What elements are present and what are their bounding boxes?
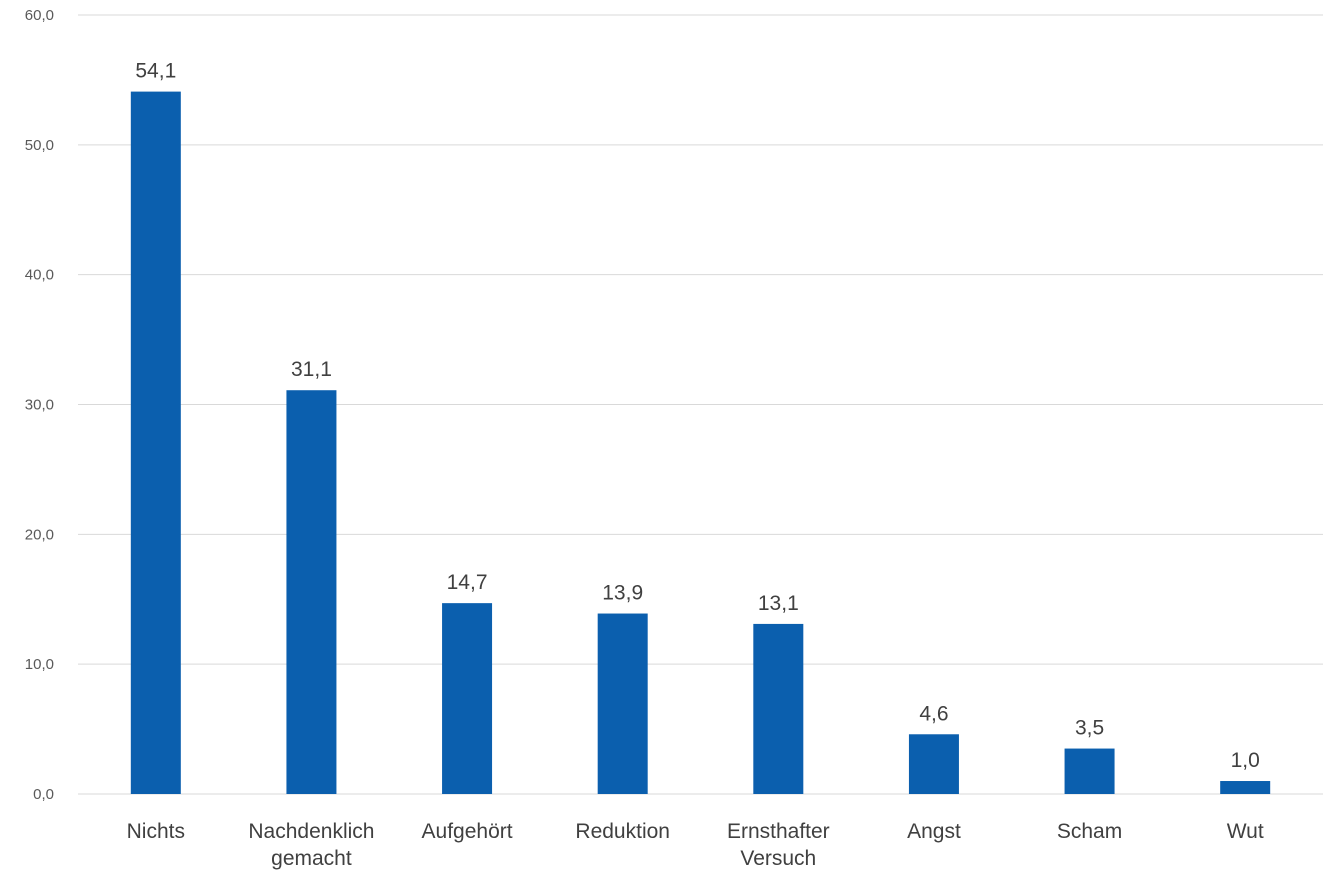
x-axis-ticks: Nichts Nachdenklich gemacht Aufgehört Redukt… xyxy=(127,820,1264,870)
x-tick-label: Reduktion xyxy=(575,820,670,843)
x-tick-label: Nachdenklich gemacht xyxy=(248,820,374,870)
x-tick-label: Scham xyxy=(1057,820,1122,843)
data-label: 4,6 xyxy=(919,702,948,725)
bars xyxy=(130,91,1271,794)
x-tick-label-line: gemacht xyxy=(271,847,352,870)
x-tick-label-line: Nichts xyxy=(127,820,185,843)
x-tick-label-line: Reduktion xyxy=(575,820,670,843)
y-tick-label: 40,0 xyxy=(25,267,54,284)
x-tick-label-line: Scham xyxy=(1057,820,1122,843)
bar xyxy=(753,623,804,794)
data-label: 13,9 xyxy=(602,582,643,605)
x-tick-label: Angst xyxy=(907,820,961,843)
bar xyxy=(286,390,337,794)
bar xyxy=(130,91,181,794)
data-label: 1,0 xyxy=(1231,749,1260,772)
bar xyxy=(1064,748,1115,794)
y-tick-label: 10,0 xyxy=(25,656,54,673)
bar xyxy=(597,613,648,794)
y-tick-label: 30,0 xyxy=(25,397,54,414)
bar xyxy=(442,603,493,794)
x-tick-label-line: Wut xyxy=(1227,820,1264,843)
y-axis-ticks: 0,0 10,0 20,0 30,0 40,0 50,0 60,0 xyxy=(25,7,54,803)
bar xyxy=(1220,781,1271,794)
x-tick-label: Aufgehört xyxy=(422,820,513,843)
data-label: 31,1 xyxy=(291,358,332,381)
y-tick-label: 60,0 xyxy=(25,7,54,24)
y-tick-label: 20,0 xyxy=(25,526,54,543)
data-label: 3,5 xyxy=(1075,717,1104,740)
y-tick-label: 0,0 xyxy=(33,786,54,803)
x-tick-label-line: Versuch xyxy=(740,847,816,870)
x-tick-label-line: Aufgehört xyxy=(422,820,513,843)
x-tick-label: Wut xyxy=(1227,820,1264,843)
x-tick-label: Ernsthafter Versuch xyxy=(727,820,830,870)
data-label: 13,1 xyxy=(758,592,799,615)
x-tick-label-line: Ernsthafter xyxy=(727,820,830,843)
data-label: 14,7 xyxy=(447,571,488,594)
x-tick-label-line: Angst xyxy=(907,820,961,843)
bar xyxy=(908,734,959,794)
data-labels: 54,1 31,1 14,7 13,9 13,1 4,6 3,5 1,0 xyxy=(135,60,1259,772)
x-tick-label: Nichts xyxy=(127,820,185,843)
y-tick-label: 50,0 xyxy=(25,137,54,154)
x-tick-label-line: Nachdenklich xyxy=(248,820,374,843)
gridlines xyxy=(78,14,1323,795)
data-label: 54,1 xyxy=(135,60,176,83)
